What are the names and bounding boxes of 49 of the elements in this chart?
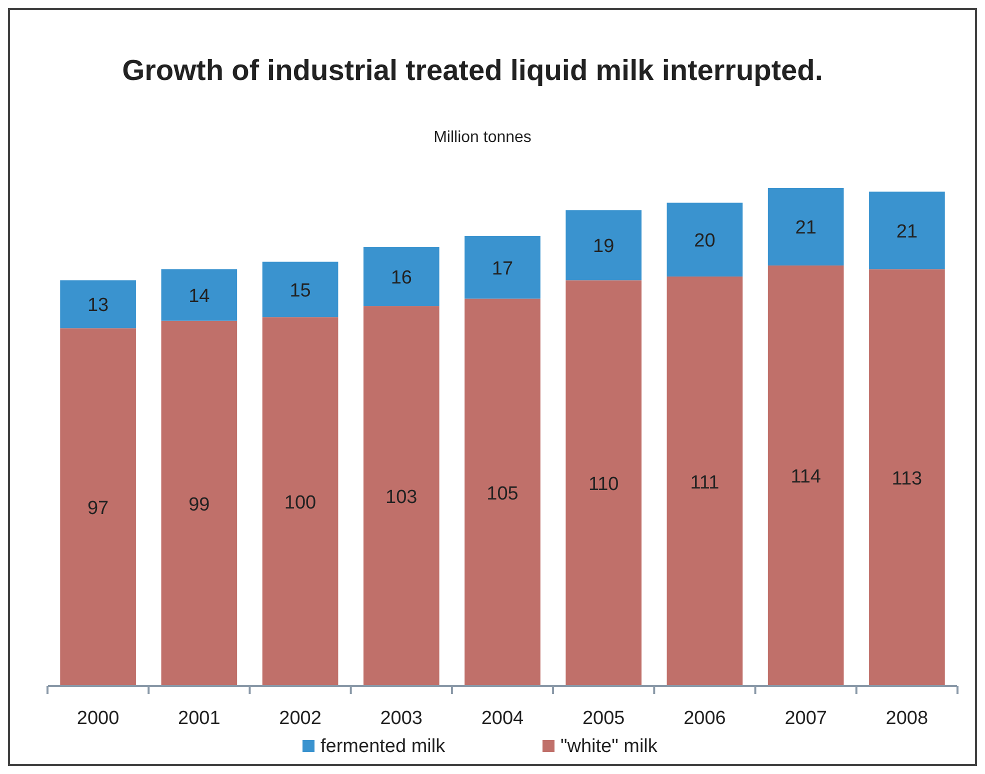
x-tick-label: 2002 <box>279 708 322 729</box>
bar <box>869 192 945 270</box>
bar <box>363 247 440 306</box>
bar <box>768 188 844 266</box>
bar <box>464 236 540 299</box>
data-label: 97 <box>87 498 109 520</box>
x-tick-label: 2001 <box>178 708 220 729</box>
data-label: 16 <box>390 268 412 289</box>
data-label: 99 <box>188 494 210 516</box>
bar <box>161 320 238 686</box>
x-tick-label: 2000 <box>76 708 120 729</box>
chart-title: Growth of industrial treated liquid milk interrupted. <box>122 55 823 87</box>
bar <box>262 262 338 318</box>
x-tick-label: 2005 <box>582 708 625 729</box>
legend-label: fermented milk <box>320 736 446 757</box>
data-label: 19 <box>593 236 614 258</box>
bar <box>464 298 540 686</box>
x-tick-label: 2003 <box>380 708 423 729</box>
bar <box>60 280 136 328</box>
data-label: 105 <box>486 483 518 504</box>
data-label: 14 <box>188 286 210 307</box>
bar <box>566 280 642 686</box>
data-label: 113 <box>892 468 922 490</box>
bar <box>566 210 642 280</box>
bar <box>869 269 945 686</box>
x-tick-label: 2008 <box>886 708 928 729</box>
bar <box>262 317 338 686</box>
data-label: 114 <box>790 466 822 488</box>
x-tick-label: 2007 <box>784 708 827 729</box>
bar <box>363 306 440 686</box>
data-label: 21 <box>795 218 816 239</box>
x-tick-label: 2006 <box>684 708 726 729</box>
data-label: 15 <box>290 280 311 302</box>
data-label: 20 <box>694 230 716 252</box>
bar <box>60 328 136 686</box>
bar <box>666 202 743 277</box>
bar <box>161 269 238 321</box>
data-label: 103 <box>386 487 418 508</box>
data-label: 110 <box>588 474 619 496</box>
chart-subtitle: Million tonnes <box>434 129 532 146</box>
data-label: 100 <box>284 492 316 514</box>
data-label: 21 <box>896 221 918 242</box>
bar <box>666 276 743 686</box>
legend-label: "white" milk <box>560 736 658 757</box>
data-label: 13 <box>87 295 109 316</box>
data-label: 17 <box>492 258 514 280</box>
x-tick-label: 2004 <box>481 708 524 729</box>
data-label: 111 <box>690 472 720 494</box>
bar <box>768 265 844 686</box>
